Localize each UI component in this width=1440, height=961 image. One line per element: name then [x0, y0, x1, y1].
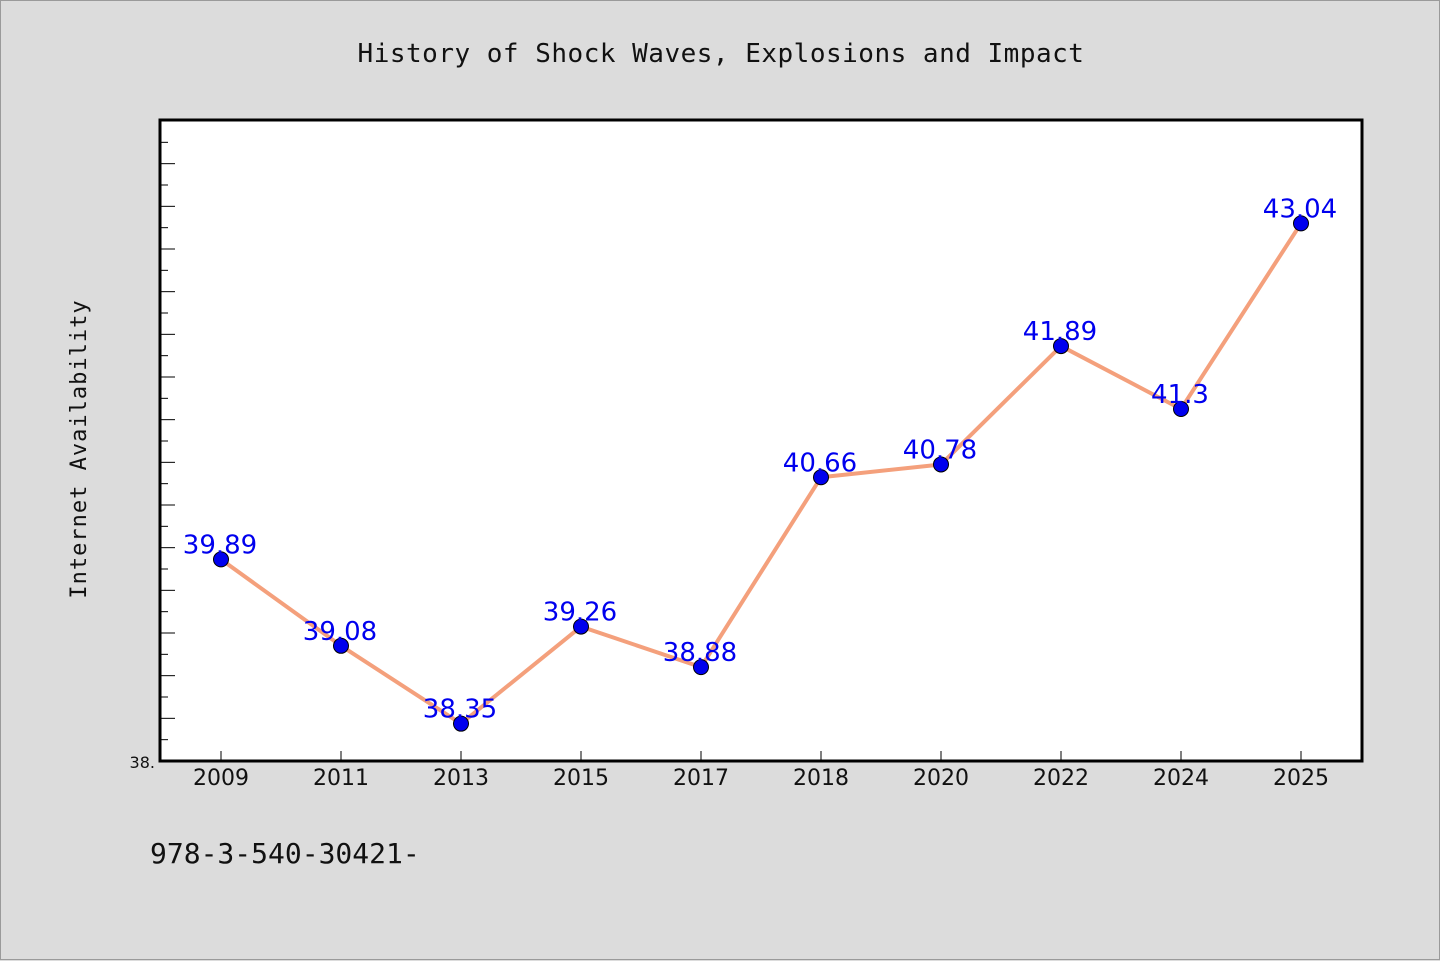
x-tick-label: 2015 [553, 766, 609, 791]
data-label: 39.08 [303, 617, 377, 647]
y-tick-label: 38. [130, 753, 155, 772]
y-axis-ticks [161, 141, 175, 741]
data-label: 38.88 [663, 638, 737, 668]
data-point-marker [333, 637, 349, 654]
x-tick-label: 2009 [193, 766, 249, 791]
chart-title: History of Shock Waves, Explosions and I… [358, 39, 1085, 69]
data-point-marker [1053, 338, 1069, 355]
series-line [219, 221, 1303, 726]
data-point-marker [693, 659, 709, 676]
plot-area [158, 118, 1364, 763]
x-tick-label: 2022 [1033, 766, 1089, 791]
data-point-marker [933, 456, 949, 473]
data-point-marker [453, 715, 469, 732]
data-label: 38.35 [423, 695, 497, 725]
data-label: 40.66 [783, 448, 857, 478]
series-group: 39.89 39.08 38.35 39.26 38.88 40.66 40.78 41.89… [183, 194, 1337, 732]
data-label: 41.3 [1151, 380, 1209, 410]
data-point-marker [1173, 401, 1189, 417]
data-point-marker [813, 469, 829, 486]
x-tick-label: 2018 [793, 766, 849, 791]
x-axis-ticks: 2009 2011 2013 2015 2017 2018 2020 2022 2024 2025 [193, 751, 1329, 791]
data-point-marker [573, 618, 589, 635]
x-tick-label: 2025 [1273, 766, 1329, 791]
data-label: 39.26 [543, 598, 617, 628]
data-point-marker [213, 551, 229, 568]
x-tick-label: 2020 [913, 766, 969, 791]
x-tick-label: 2024 [1153, 766, 1209, 791]
data-label: 41.89 [1023, 317, 1097, 347]
x-tick-label: 2013 [433, 766, 489, 791]
data-label: 40.78 [903, 435, 977, 465]
data-label: 43.04 [1263, 194, 1337, 224]
y-axis-title: Internet Availability [67, 299, 92, 598]
data-label: 39.89 [183, 530, 257, 560]
x-tick-label: 2017 [673, 766, 729, 791]
data-point-marker [1293, 215, 1309, 232]
footer-text: 978-3-540-30421- [150, 837, 420, 870]
x-tick-label: 2011 [313, 766, 369, 791]
